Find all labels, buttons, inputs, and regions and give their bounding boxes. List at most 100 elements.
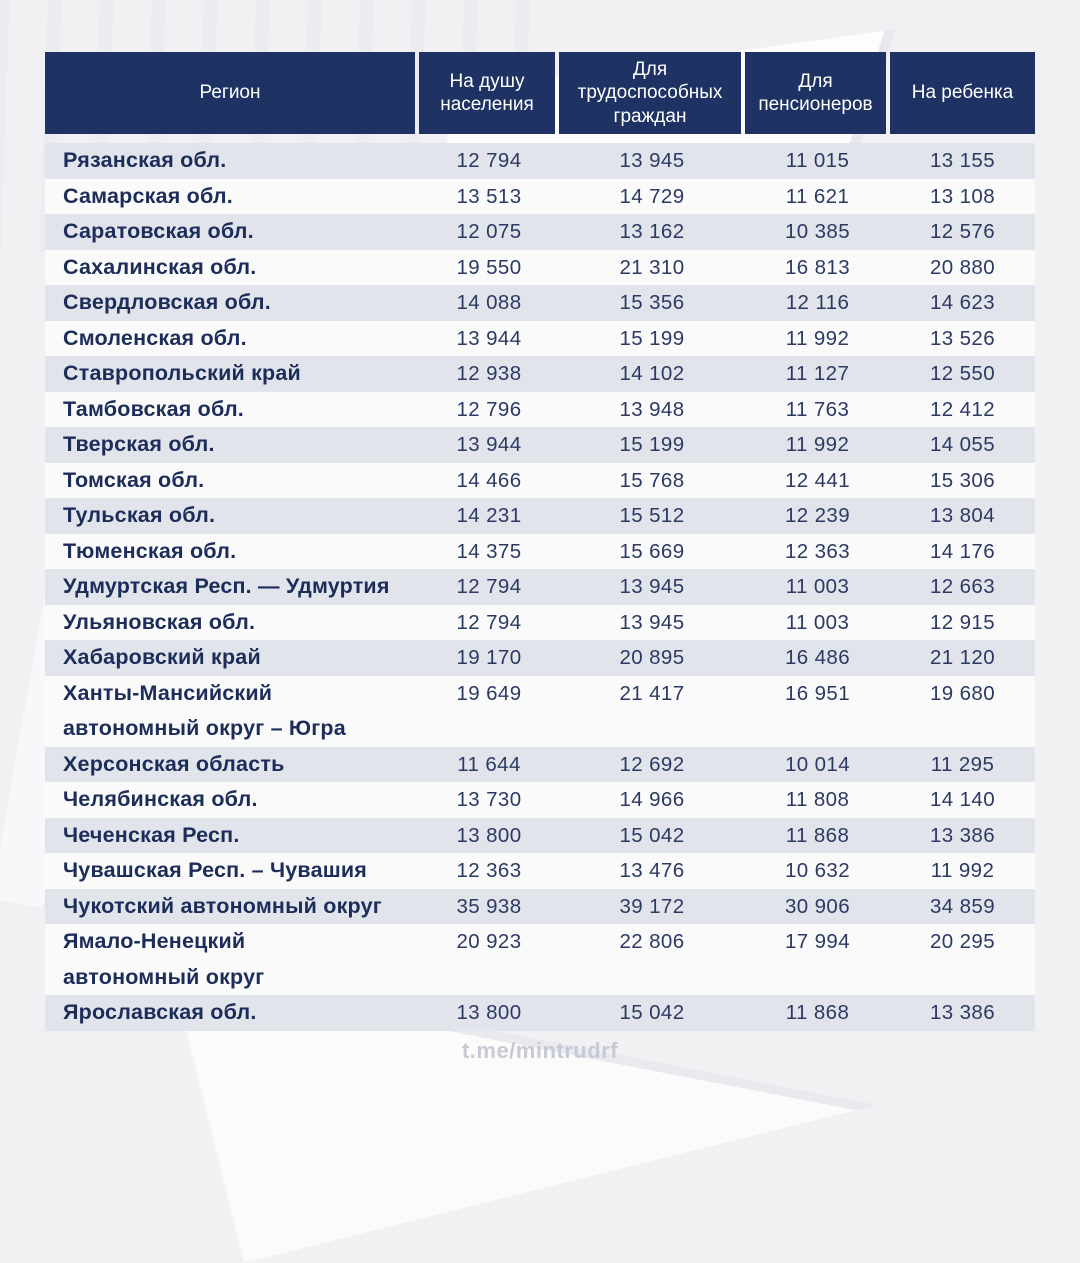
value-cell-per-capita: 12 796 — [456, 397, 522, 421]
value-cell-per-capita: 19 550 — [456, 255, 522, 279]
value-cell-per-capita: 35 938 — [456, 894, 522, 918]
table-row: Смоленская обл. 13 944 15 199 11 992 13 … — [45, 320, 1035, 356]
column-header-per-capita: На душу населения — [419, 52, 555, 134]
region-cell: Херсонская область — [63, 751, 285, 776]
value-cell-pensioners: 11 868 — [785, 823, 850, 847]
value-cell-pensioners: 17 994 — [784, 930, 851, 953]
regions-table: Регион На душу населения Для трудоспособ… — [45, 52, 1035, 1031]
value-cell-per-capita: 13 800 — [456, 1001, 522, 1024]
value-cell-child: 13 108 — [929, 184, 996, 208]
table-row: Чувашская Респ. – Чувашия 12 363 13 476 … — [45, 853, 1035, 889]
value-cell-child: 20 880 — [929, 255, 996, 279]
column-header-child: На ребенка — [890, 52, 1035, 134]
region-cell: Чукотский автономный округ — [63, 893, 382, 918]
region-cell: Челябинская обл. — [63, 787, 258, 811]
table-row: Тверская обл. 13 944 15 199 11 992 14 05… — [45, 427, 1035, 463]
table-row: Ульяновская обл. 12 794 13 945 11 003 12… — [45, 604, 1035, 640]
value-cell-pensioners: 30 906 — [784, 894, 851, 918]
value-cell-pensioners: 12 363 — [784, 539, 851, 563]
region-cell: Чувашская Респ. – Чувашия — [63, 858, 368, 882]
value-cell-per-capita: 12 794 — [456, 575, 522, 598]
table-row: Чеченская Респ. 13 800 15 042 11 868 13 … — [45, 817, 1035, 853]
table-row: Ямало-Ненецкий автономный округ 20 923 2… — [45, 924, 1035, 995]
value-cell-pensioners: 12 239 — [784, 504, 851, 527]
value-cell-working-age: 13 162 — [619, 220, 685, 243]
value-cell-child: 12 576 — [929, 220, 996, 243]
value-cell-per-capita: 13 513 — [456, 184, 522, 208]
value-cell-pensioners: 10 632 — [784, 859, 851, 882]
telegram-handle: t.me/mintrudrf — [461, 1038, 619, 1063]
value-cell-per-capita: 13 944 — [456, 326, 522, 350]
table-body: Рязанская обл. 12 794 13 945 11 015 13 1… — [45, 143, 1035, 1031]
value-cell-per-capita: 20 923 — [456, 930, 522, 953]
value-cell-child: 12 550 — [929, 362, 996, 385]
value-cell-working-age: 14 729 — [619, 184, 685, 208]
table-row: Хабаровский край 19 170 20 895 16 486 21… — [45, 640, 1035, 676]
value-cell-child: 12 412 — [929, 397, 996, 421]
region-cell: Ярославская обл. — [63, 1000, 257, 1024]
value-cell-per-capita: 14 231 — [456, 504, 522, 527]
region-cell: Тверская обл. — [63, 432, 215, 456]
region-cell: Тюменская обл. — [63, 538, 237, 563]
region-cell: Ульяновская обл. — [63, 609, 256, 634]
value-cell-pensioners: 11 992 — [785, 433, 850, 456]
column-header-pensioners: Для пенсионеров — [745, 52, 886, 134]
region-cell: Чеченская Респ. — [63, 822, 240, 847]
table-row: Чукотский автономный округ 35 938 39 172… — [45, 888, 1035, 924]
column-header-working-age: Для трудоспособных граждан — [559, 52, 741, 134]
value-cell-child: 20 295 — [929, 930, 996, 953]
region-cell: Свердловская обл. — [63, 290, 271, 314]
value-cell-child: 14 055 — [929, 433, 996, 456]
value-cell-child: 11 992 — [930, 859, 995, 882]
region-cell: Ханты-Мансийский автономный округ – Югра — [63, 680, 346, 741]
value-cell-pensioners: 11 003 — [785, 575, 850, 598]
region-cell: Саратовская обл. — [63, 219, 254, 243]
value-cell-child: 12 663 — [929, 575, 996, 598]
value-cell-working-age: 15 042 — [619, 823, 685, 847]
value-cell-child: 14 176 — [929, 539, 996, 563]
table-row: Рязанская обл. 12 794 13 945 11 015 13 1… — [45, 143, 1035, 179]
value-cell-working-age: 15 669 — [619, 539, 685, 563]
table-row: Херсонская область 11 644 12 692 10 014 … — [45, 746, 1035, 782]
value-cell-pensioners: 11 992 — [785, 326, 850, 350]
value-cell-pensioners: 11 621 — [785, 184, 850, 208]
table-row: Ставропольский край 12 938 14 102 11 127… — [45, 356, 1035, 392]
column-header-region: Регион — [45, 52, 415, 134]
region-cell: Удмуртская Респ. — Удмуртия — [63, 574, 390, 598]
value-cell-child: 14 140 — [929, 788, 996, 811]
value-cell-pensioners: 12 116 — [785, 291, 850, 314]
region-cell: Тульская обл. — [63, 503, 216, 527]
value-cell-pensioners: 12 441 — [784, 468, 851, 492]
value-cell-per-capita: 13 800 — [456, 823, 522, 847]
value-cell-working-age: 15 199 — [619, 326, 685, 350]
value-cell-pensioners: 11 015 — [785, 149, 850, 172]
value-cell-working-age: 12 692 — [619, 752, 685, 776]
value-cell-child: 21 120 — [929, 646, 996, 669]
region-cell: Томская обл. — [63, 467, 205, 492]
table-row: Сахалинская обл. 19 550 21 310 16 813 20… — [45, 249, 1035, 285]
value-cell-pensioners: 11 003 — [785, 610, 850, 634]
table-row: Свердловская обл. 14 088 15 356 12 116 1… — [45, 285, 1035, 321]
table-row: Тульская обл. 14 231 15 512 12 239 13 80… — [45, 498, 1035, 534]
value-cell-per-capita: 12 794 — [456, 610, 522, 634]
value-cell-pensioners: 10 385 — [784, 220, 851, 243]
value-cell-child: 13 526 — [929, 326, 996, 350]
value-cell-working-age: 21 417 — [619, 681, 685, 705]
value-cell-per-capita: 12 938 — [456, 362, 522, 385]
value-cell-working-age: 39 172 — [619, 894, 685, 918]
value-cell-per-capita: 12 363 — [456, 859, 522, 882]
value-cell-per-capita: 14 466 — [456, 468, 522, 492]
value-cell-working-age: 15 356 — [619, 291, 685, 314]
value-cell-working-age: 14 966 — [619, 788, 685, 811]
value-cell-working-age: 15 512 — [619, 504, 685, 527]
value-cell-child: 11 295 — [930, 752, 995, 776]
region-cell: Смоленская обл. — [63, 325, 247, 350]
value-cell-pensioners: 16 951 — [784, 681, 851, 705]
value-cell-pensioners: 11 127 — [785, 362, 850, 385]
value-cell-per-capita: 12 794 — [456, 149, 522, 172]
value-cell-working-age: 15 042 — [619, 1001, 685, 1024]
value-cell-child: 13 386 — [929, 823, 996, 847]
value-cell-per-capita: 14 088 — [456, 291, 522, 314]
value-cell-working-age: 20 895 — [619, 646, 685, 669]
value-cell-per-capita: 11 644 — [457, 752, 521, 776]
